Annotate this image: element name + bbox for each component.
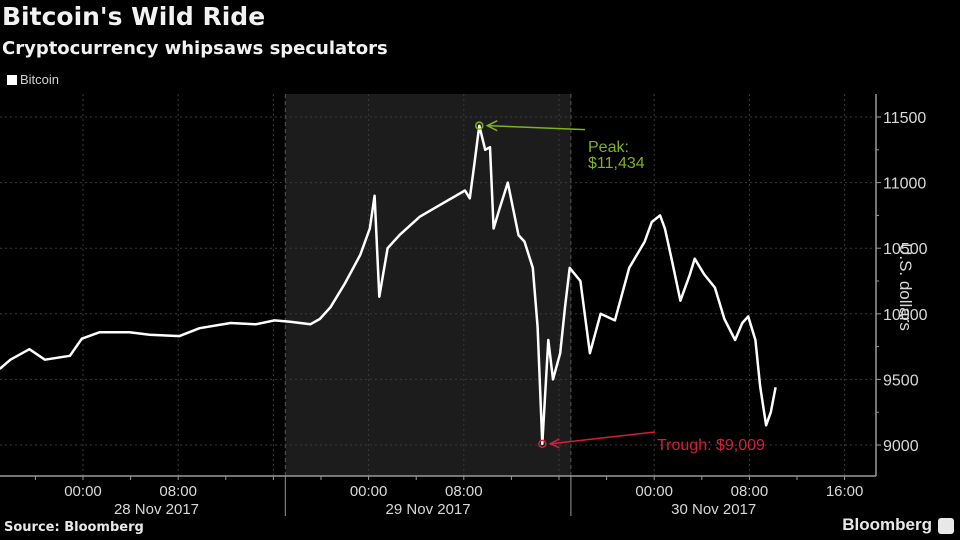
y-tick-label: 11000 bbox=[883, 176, 926, 193]
trough-label: Trough: $9,009 bbox=[657, 437, 765, 454]
peak-value: $11,434 bbox=[588, 155, 645, 172]
legend: Bitcoin bbox=[7, 72, 59, 87]
x-day-label: 30 Nov 2017 bbox=[671, 501, 756, 518]
trough-marker bbox=[538, 439, 547, 449]
y-tick-label: 9500 bbox=[883, 372, 919, 389]
x-tick-label: 08:00 bbox=[159, 483, 197, 500]
x-tick-label: 00:00 bbox=[635, 483, 673, 500]
x-tick-label: 00:00 bbox=[64, 483, 102, 500]
y-tick-label: 10000 bbox=[883, 307, 928, 324]
trough-arrow-head bbox=[548, 438, 560, 449]
y-axis-label: U.S. dollars bbox=[896, 243, 915, 331]
x-day-label: 29 Nov 2017 bbox=[386, 501, 471, 518]
y-tick-label: 11500 bbox=[883, 110, 926, 127]
x-tick-label: 08:00 bbox=[731, 483, 769, 500]
chart-title: Bitcoin's Wild Ride bbox=[2, 2, 266, 31]
bloomberg-chart-icon bbox=[938, 518, 954, 534]
bitcoin-price-line bbox=[0, 124, 777, 446]
source-note: Source: Bloomberg bbox=[4, 520, 144, 535]
shaded-day-region bbox=[285, 94, 571, 476]
y-tick-label: 9000 bbox=[883, 438, 919, 455]
peak-arrow-line bbox=[487, 124, 586, 131]
peak-arrow-head bbox=[485, 119, 498, 132]
legend-swatch-bitcoin bbox=[7, 74, 17, 85]
x-tick-label: 00:00 bbox=[350, 483, 388, 500]
chart-subtitle: Cryptocurrency whipsaws speculators bbox=[2, 38, 388, 59]
x-tick-label: 16:00 bbox=[826, 483, 864, 500]
y-tick-label: 10500 bbox=[883, 241, 928, 258]
brand-logo-text: Bloomberg bbox=[842, 515, 932, 534]
x-tick-label: 08:00 bbox=[445, 483, 483, 500]
legend-label-bitcoin: Bitcoin bbox=[20, 72, 60, 87]
trough-arrow-line bbox=[550, 431, 656, 445]
peak-marker bbox=[475, 121, 484, 130]
peak-label: Peak: bbox=[588, 139, 629, 156]
x-day-label: 28 Nov 2017 bbox=[114, 501, 199, 518]
